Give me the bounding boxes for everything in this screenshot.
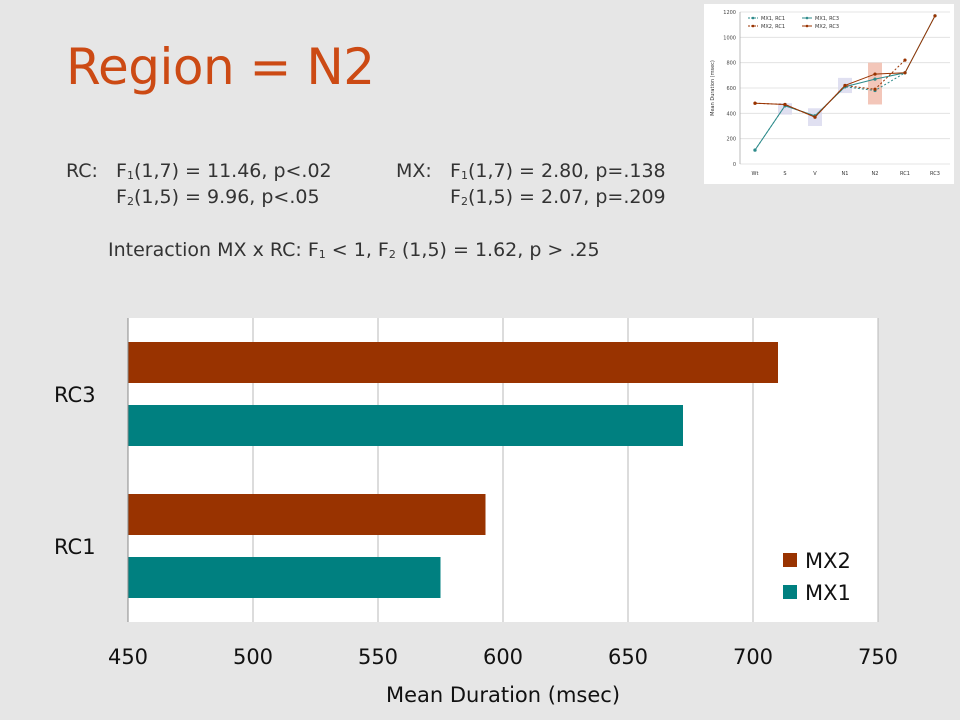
mx-label: MX: [396, 160, 432, 182]
inset-legend-marker [805, 16, 809, 20]
x-tick-label: 550 [358, 645, 398, 669]
inset-legend-marker [751, 24, 755, 28]
legend-label: MX2 [805, 549, 851, 573]
inset-y-tick-label: 600 [726, 86, 736, 92]
interaction-subscript-1: 1 [318, 248, 326, 261]
inset-x-tick-label: N1 [842, 171, 849, 177]
x-tick-label: 500 [233, 645, 273, 669]
rc-f2-subscript: 2 [126, 195, 134, 208]
bar-mx1-rc3 [128, 405, 683, 446]
inset-x-tick-label: RC1 [900, 171, 910, 177]
inset-legend-label: MX2, RC3 [815, 24, 839, 30]
bar-mx2-rc3 [128, 342, 778, 383]
inset-line-chart: 0 200 400 600 800 1000 1200 Wt S V N1 N2 RC1 RC3 Mean … [704, 4, 954, 184]
x-tick-label: 650 [608, 645, 648, 669]
mx-f1-subscript: 1 [460, 169, 468, 182]
inset-x-tick-label: V [813, 171, 817, 177]
inset-y-axis-title: Mean Duration (msec) [710, 60, 716, 116]
legend-swatch [783, 553, 797, 567]
inset-legend-label: MX2, RC1 [761, 24, 785, 30]
interaction-prefix: Interaction MX x RC: F [108, 239, 319, 261]
inset-y-tick-label: 1200 [723, 10, 736, 16]
x-tick-label: 700 [733, 645, 773, 669]
inset-point [873, 72, 877, 76]
mx-f2-prefix: F [450, 186, 461, 208]
inset-y-tick-label: 400 [726, 111, 736, 117]
legend-label: MX1 [805, 581, 851, 605]
inset-point [933, 14, 937, 18]
interaction-value: (1,5) = 1.62, p > .25 [395, 239, 600, 261]
mx-f1-prefix: F [450, 160, 461, 182]
inset-point [843, 83, 847, 88]
slide-title: Region = N2 [66, 38, 375, 96]
interaction-middle: < 1, F [325, 239, 389, 261]
rc-f1-prefix: F [116, 160, 127, 182]
rc-f1-value: (1,7) = 11.46, p<.02 [133, 160, 332, 182]
mx-f2-stat: F2(1,5) = 2.07, p=.209 [450, 186, 666, 208]
mx-f2-value: (1,5) = 2.07, p=.209 [467, 186, 666, 208]
inset-highlight-box [868, 62, 882, 105]
inset-y-tick-label: 800 [726, 61, 736, 67]
inset-point [873, 77, 877, 81]
rc-f1-subscript: 1 [126, 169, 134, 182]
inset-point [753, 101, 757, 105]
interaction-stat: Interaction MX x RC: F1 < 1, F2 (1,5) = … [108, 239, 600, 261]
inset-y-tick-label: 200 [726, 137, 736, 143]
x-tick-label: 600 [483, 645, 523, 669]
rc-f2-prefix: F [116, 186, 127, 208]
inset-point [903, 71, 907, 75]
x-tick-label: 750 [858, 645, 898, 669]
x-axis-title: Mean Duration (msec) [386, 683, 620, 707]
inset-x-tick-label: N2 [872, 171, 879, 177]
inset-x-tick-label: Wt [752, 171, 759, 177]
interaction-subscript-2: 2 [388, 248, 396, 261]
inset-y-tick-label: 1000 [723, 35, 736, 41]
y-category-label: RC3 [54, 383, 96, 407]
inset-point [903, 58, 907, 62]
mx-f1-stat: F1(1,7) = 2.80, p=.138 [450, 160, 666, 182]
rc-f1-stat: F1(1,7) = 11.46, p<.02 [116, 160, 332, 182]
mx-f2-subscript: 2 [460, 195, 468, 208]
inset-legend-label: MX1, RC1 [761, 16, 785, 22]
inset-legend-label: MX1, RC3 [815, 16, 839, 22]
inset-legend-marker [805, 24, 809, 28]
inset-x-tick-label: RC3 [930, 171, 940, 177]
inset-point [783, 102, 787, 107]
rc-f2-stat: F2(1,5) = 9.96, p<.05 [116, 186, 320, 208]
x-tick-label: 450 [108, 645, 148, 669]
inset-highlight-box [778, 103, 792, 115]
bar-mx2-rc1 [128, 494, 486, 535]
legend-swatch [783, 585, 797, 599]
mx-f1-value: (1,7) = 2.80, p=.138 [467, 160, 666, 182]
rc-f2-value: (1,5) = 9.96, p<.05 [133, 186, 320, 208]
bar-mx1-rc1 [128, 557, 441, 598]
inset-y-tick-label: 0 [733, 162, 736, 168]
inset-point [873, 87, 877, 91]
inset-legend-marker [751, 16, 755, 20]
rc-label: RC: [66, 160, 98, 182]
inset-point [813, 115, 817, 119]
inset-point [753, 148, 757, 152]
inset-x-tick-label: S [783, 171, 786, 177]
y-category-label: RC1 [54, 535, 96, 559]
